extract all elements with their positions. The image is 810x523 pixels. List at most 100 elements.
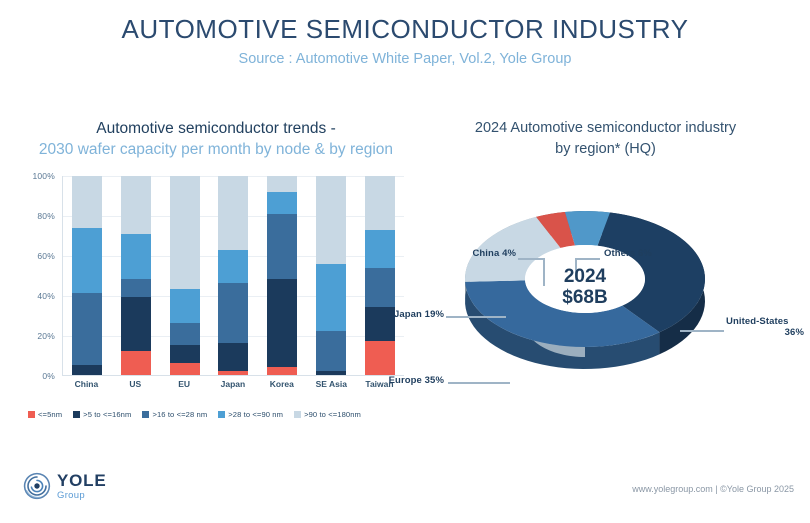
bar-chart-panel: Automotive semiconductor trends - 2030 w… bbox=[16, 118, 416, 438]
bar-segment[interactable] bbox=[364, 307, 395, 342]
bar-segment[interactable] bbox=[169, 323, 200, 346]
callout-line-china bbox=[543, 258, 545, 286]
donut-chart-title-line1: 2024 Automotive semiconductor industry bbox=[474, 120, 737, 136]
donut-slice[interactable] bbox=[564, 211, 610, 246]
bar-segment[interactable] bbox=[169, 345, 200, 364]
bar-segment[interactable] bbox=[267, 213, 298, 280]
pie-label-europe: Europe 35% bbox=[388, 375, 444, 386]
callout-line-others-h bbox=[575, 258, 600, 260]
pie-label-japan: Japan 19% bbox=[393, 309, 444, 320]
donut-center-value: $68B bbox=[562, 287, 608, 308]
pie-label-united-states-value: 36% bbox=[784, 327, 804, 338]
bar-segment[interactable] bbox=[267, 367, 298, 375]
legend-item[interactable]: >90 to <=180nm bbox=[294, 410, 361, 419]
legend-swatch bbox=[73, 411, 81, 418]
bar-segment[interactable] bbox=[315, 263, 346, 332]
bar-chart-title-line1: Automotive semiconductor trends - bbox=[96, 120, 336, 137]
yole-logo-sub: Group bbox=[57, 489, 85, 501]
donut-slice[interactable] bbox=[536, 211, 575, 248]
bar-segment[interactable] bbox=[218, 283, 249, 344]
bar-column[interactable] bbox=[169, 176, 200, 375]
donut-chart-panel: 2024 Automotive semiconductor industry b… bbox=[389, 118, 804, 438]
donut-chart-title: 2024 Automotive semiconductor industry b… bbox=[408, 118, 803, 160]
bar-column[interactable] bbox=[315, 176, 346, 375]
bar-segment[interactable] bbox=[72, 227, 103, 294]
x-axis-label: Korea bbox=[269, 379, 294, 389]
callout-line-china-h bbox=[518, 258, 545, 260]
x-axis-labels: China US EU Japan Korea SE Asia Taiwan bbox=[62, 379, 404, 389]
x-axis-label: EU bbox=[178, 379, 191, 389]
y-axis: 0% 20% 40% 60% 80% 100% bbox=[16, 171, 60, 381]
bar-segment[interactable] bbox=[72, 293, 103, 366]
bar-segment[interactable] bbox=[218, 371, 249, 375]
bar-segment[interactable] bbox=[121, 176, 152, 234]
pie-label-others: Others 6% bbox=[604, 248, 652, 259]
bar-segment[interactable] bbox=[267, 176, 298, 192]
pie-label-united-states: United-States 36% bbox=[726, 316, 804, 338]
bar-segment[interactable] bbox=[218, 176, 249, 250]
yole-spiral-icon bbox=[23, 472, 51, 500]
legend-label: <=5nm bbox=[38, 410, 63, 419]
yole-logo-name: YOLE bbox=[57, 470, 107, 490]
x-axis-label: SE Asia bbox=[315, 379, 347, 389]
bar-segment[interactable] bbox=[218, 249, 249, 284]
x-axis-label: Taiwan bbox=[365, 379, 394, 389]
legend-swatch bbox=[28, 411, 35, 418]
donut-stage: China 4% Others 6% Japan 19% Europe 35% … bbox=[389, 170, 804, 420]
donut-slice[interactable] bbox=[597, 212, 705, 333]
bar-group bbox=[63, 176, 404, 375]
legend-item[interactable]: >5 to <=16nm bbox=[73, 410, 131, 419]
bar-column[interactable] bbox=[364, 176, 395, 375]
legend-item[interactable]: >28 to <=90 nm bbox=[218, 410, 283, 419]
legend-swatch bbox=[142, 411, 150, 418]
y-axis-tick: 0% bbox=[42, 371, 55, 381]
bar-segment[interactable] bbox=[169, 289, 200, 324]
y-axis-tick: 80% bbox=[37, 211, 55, 221]
y-axis-tick: 60% bbox=[37, 251, 55, 261]
yole-logo: YOLE Group bbox=[22, 471, 107, 501]
legend-label: >28 to <=90 nm bbox=[228, 410, 284, 419]
legend-swatch bbox=[294, 411, 302, 418]
bar-column[interactable] bbox=[267, 176, 298, 375]
bar-segment[interactable] bbox=[364, 341, 395, 375]
bar-column[interactable] bbox=[218, 176, 249, 375]
bar-segment[interactable] bbox=[315, 331, 346, 372]
bar-segment[interactable] bbox=[121, 233, 152, 280]
bar-segment[interactable] bbox=[315, 371, 346, 375]
y-axis-tick: 100% bbox=[32, 171, 55, 181]
legend-item[interactable]: <=5nm bbox=[28, 410, 62, 419]
donut-chart-svg bbox=[465, 211, 705, 369]
bar-segment[interactable] bbox=[218, 343, 249, 372]
callout-line-europe bbox=[448, 382, 510, 384]
donut-slice[interactable] bbox=[465, 280, 660, 347]
legend-label: >5 to <=16nm bbox=[83, 410, 132, 419]
yole-logo-text: YOLE Group bbox=[57, 472, 107, 501]
bar-segment[interactable] bbox=[72, 176, 103, 228]
bar-column[interactable] bbox=[121, 176, 152, 375]
bar-segment[interactable] bbox=[267, 279, 298, 368]
bar-segment[interactable] bbox=[121, 351, 152, 375]
bar-chart-title-line2: 2030 wafer capacity per month by node & … bbox=[38, 141, 394, 158]
y-axis-tick: 40% bbox=[37, 291, 55, 301]
bar-segment[interactable] bbox=[121, 279, 152, 298]
pie-label-united-states-name: United-States bbox=[726, 316, 789, 327]
slide-footer: YOLE Group www.yolegroup.com | ©Yole Gro… bbox=[0, 461, 810, 523]
bar-segment[interactable] bbox=[315, 176, 346, 264]
bar-segment[interactable] bbox=[72, 365, 103, 375]
bar-segment[interactable] bbox=[364, 229, 395, 268]
bar-segment[interactable] bbox=[121, 297, 152, 352]
legend-item[interactable]: >16 to <=28 nm bbox=[142, 410, 207, 419]
bar-segment[interactable] bbox=[364, 176, 395, 230]
donut-side-wall bbox=[465, 281, 660, 369]
bar-plot-wrapper: 0% 20% 40% 60% 80% 100% China US EU Japan Korea SE… bbox=[16, 171, 416, 391]
bar-segment[interactable] bbox=[364, 267, 395, 308]
slide-header: AUTOMOTIVE SEMICONDUCTOR INDUSTRY Source… bbox=[0, 12, 810, 70]
bar-segment[interactable] bbox=[169, 176, 200, 290]
bar-segment[interactable] bbox=[267, 191, 298, 214]
bar-column[interactable] bbox=[72, 176, 103, 375]
donut-center-year: 2024 bbox=[563, 266, 607, 287]
bar-segment[interactable] bbox=[169, 363, 200, 375]
donut-slice[interactable] bbox=[465, 216, 561, 282]
y-axis-tick: 20% bbox=[37, 331, 55, 341]
